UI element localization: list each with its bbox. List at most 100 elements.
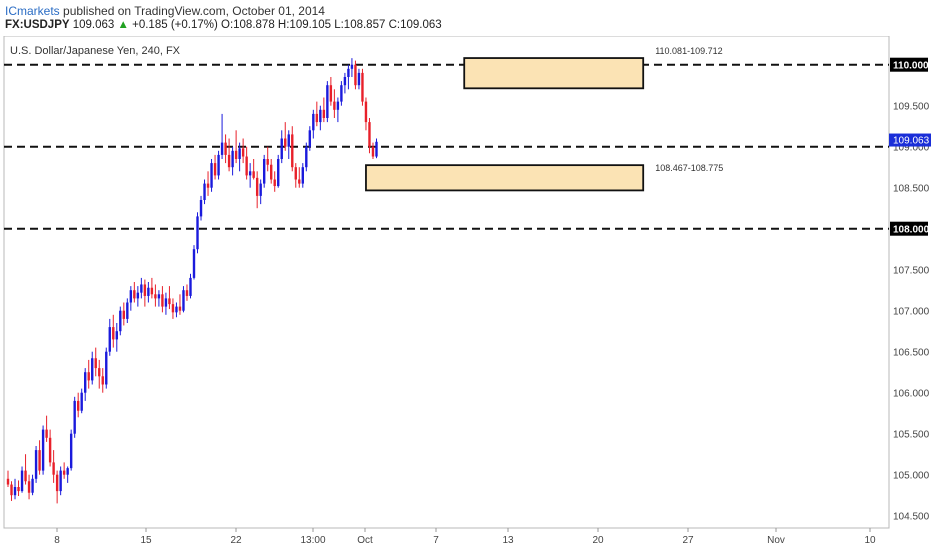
candle-body: [312, 113, 315, 131]
candle-body: [255, 177, 259, 196]
x-tick-label: 8: [54, 535, 60, 546]
candle-body: [284, 138, 287, 147]
supply-demand-zone-0: [463, 57, 645, 90]
x-tick-label: 22: [230, 535, 242, 546]
candle-body: [41, 429, 45, 471]
y-tick-label: 105.500: [893, 430, 930, 441]
candle-body: [196, 216, 199, 250]
candle-body: [238, 148, 241, 159]
y-tick-label: 110.000: [893, 61, 929, 72]
high-value: 109.105: [289, 19, 331, 31]
y-tick-label: 108.500: [893, 184, 930, 195]
candle-body: [31, 478, 34, 493]
candle-body: [171, 304, 175, 313]
candle-body: [101, 376, 104, 385]
candle-body: [305, 146, 308, 168]
candle-body: [129, 290, 133, 303]
close-value: 109.063: [400, 19, 442, 31]
author-link[interactable]: ICmarkets: [5, 4, 60, 18]
candle-body: [112, 327, 115, 340]
candle-body: [52, 462, 55, 475]
candle-body: [248, 171, 252, 176]
candle-body: [262, 159, 266, 184]
candle-body: [34, 450, 38, 479]
candle-body: [119, 310, 122, 332]
candle-body: [368, 122, 371, 147]
chart-area[interactable]: U.S. Dollar/Japanese Yen, 240, FX 110.08…: [0, 35, 932, 550]
price-chart[interactable]: U.S. Dollar/Japanese Yen, 240, FX 110.08…: [0, 35, 932, 550]
x-tick-label: Oct: [357, 535, 373, 546]
candle-body: [87, 372, 90, 381]
change-value: +0.185 (+0.17%): [132, 19, 218, 31]
candle-body: [336, 101, 340, 110]
x-tick-label: 15: [140, 535, 152, 546]
candle-body: [206, 183, 210, 188]
candle-body: [375, 141, 378, 157]
candle-body: [287, 134, 290, 147]
candle-body: [76, 400, 80, 411]
candle-body: [73, 400, 76, 434]
candle-body: [347, 68, 350, 77]
candle-body: [371, 146, 375, 157]
zone-label-1: 108.467-108.775: [655, 163, 723, 173]
candle-body: [17, 487, 20, 492]
last-price-label: 109.063: [893, 136, 930, 147]
candle-body: [199, 200, 203, 217]
candle-body: [252, 171, 255, 178]
candle-body: [182, 290, 185, 311]
published-text: published on TradingView.com, October 01…: [63, 4, 325, 18]
candle-body: [6, 478, 10, 485]
candle-body: [364, 101, 368, 123]
y-tick-label: 109.000: [893, 143, 930, 154]
x-tick-label: 10: [864, 535, 876, 546]
plot-frame: [3, 35, 890, 529]
candle-body: [175, 306, 178, 313]
candle-body: [234, 150, 238, 159]
candle-body: [108, 327, 111, 352]
candle-body: [277, 159, 280, 187]
candle-body: [168, 298, 171, 305]
open-label: O:: [221, 19, 234, 31]
candle-body: [326, 85, 329, 118]
candle-body: [361, 72, 364, 102]
candle-body: [147, 287, 150, 296]
candle-body: [62, 470, 66, 475]
candle-body: [333, 101, 336, 110]
y-tick-label: 104.500: [893, 512, 930, 523]
candle-body: [91, 358, 94, 381]
low-label: L:: [334, 19, 344, 31]
candle-body: [273, 179, 276, 187]
candle-body: [319, 109, 322, 123]
candle-body: [143, 284, 147, 296]
candle-body: [13, 487, 17, 496]
candle-body: [45, 429, 48, 438]
candle-body: [350, 64, 354, 69]
candle-body: [38, 450, 41, 471]
y-tick-label: 107.500: [893, 266, 930, 277]
candle-body: [185, 290, 189, 296]
candle-body: [203, 183, 206, 200]
candle-body: [150, 287, 154, 295]
change-arrow-icon: ▲: [117, 19, 129, 31]
candle-body: [55, 474, 59, 492]
candle-body: [357, 72, 361, 86]
level-badge: [890, 57, 928, 72]
candle-body: [66, 468, 69, 475]
close-label: C:: [388, 19, 401, 31]
zone-label-0: 110.081-109.712: [655, 46, 722, 56]
candle-body: [266, 159, 269, 165]
candle-body: [105, 351, 108, 385]
candle-body: [245, 156, 248, 176]
low-value: 108.857: [343, 19, 386, 31]
candle-body: [27, 481, 31, 493]
y-tick-label: 107.000: [893, 307, 930, 318]
last-price: 109.063: [72, 19, 115, 31]
candle-body: [315, 113, 319, 123]
candle-body: [259, 183, 262, 196]
candle-body: [164, 298, 168, 307]
candle-body: [231, 150, 234, 168]
x-tick-label: 20: [592, 535, 604, 546]
symbol: FX:USDJPY: [5, 19, 70, 31]
candle-body: [220, 142, 224, 155]
x-tick-label: 27: [682, 535, 694, 546]
